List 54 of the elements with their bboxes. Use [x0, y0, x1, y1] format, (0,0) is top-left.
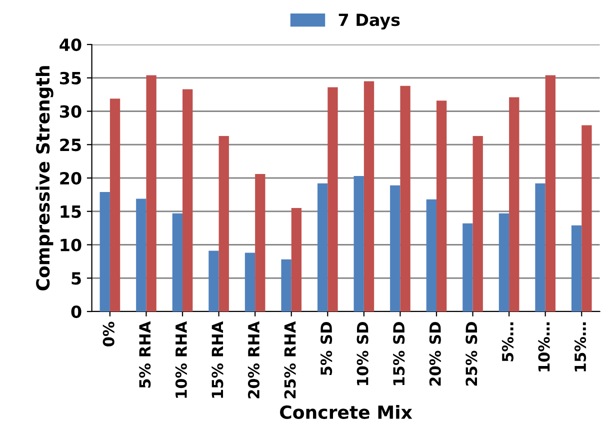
x-tick-label: 5% SD [320, 322, 332, 375]
bar [354, 176, 364, 312]
bar [509, 97, 520, 312]
bar [100, 192, 110, 312]
bar [244, 252, 256, 312]
bar [218, 136, 229, 312]
bar [545, 75, 556, 312]
x-axis-title: Concrete Mix [280, 405, 412, 420]
y-tick-label: 5 [72, 272, 81, 285]
y-tick-label: 0 [71, 305, 82, 318]
bar [146, 75, 156, 312]
bar [328, 87, 338, 312]
bar [317, 183, 328, 312]
x-tick-label: 0% [102, 322, 114, 346]
y-tick-label: 35 [60, 72, 81, 84]
bar [436, 100, 447, 312]
bar [426, 199, 436, 312]
bar [462, 223, 473, 312]
x-tick-label: 10%… [538, 322, 550, 372]
x-tick-label: 10% RHA [175, 321, 187, 398]
x-tick-label: 10% SD [356, 322, 368, 386]
bar [364, 81, 374, 312]
y-tick-label: 15 [60, 206, 81, 218]
y-axis-title: Compressive Strength [36, 66, 54, 290]
bar [390, 185, 400, 312]
bar [208, 250, 219, 312]
y-tick-label: 10 [60, 238, 82, 252]
x-tick-label: 20% SD [429, 322, 441, 386]
x-tick-label: 25% RHA [284, 321, 296, 398]
x-tick-label: 5% RHA [139, 321, 151, 388]
y-tick-label: 40 [60, 38, 82, 52]
bar [291, 208, 302, 312]
bar [535, 183, 546, 312]
bar [571, 225, 582, 312]
y-tick-label: 30 [60, 105, 82, 118]
bar [136, 198, 146, 312]
y-tick-label: 20 [60, 172, 82, 185]
x-tick-label: 5%… [502, 322, 514, 362]
bar [472, 136, 483, 312]
x-tick-label: 25% SD [466, 322, 478, 386]
bar [172, 213, 183, 312]
bar [582, 125, 592, 312]
legend-label: 7 Days [338, 14, 400, 30]
x-tick-label: 15%… [574, 322, 586, 372]
bar [281, 259, 292, 312]
x-tick-label: 15% SD [393, 322, 405, 386]
bar [110, 98, 120, 312]
bar [182, 89, 193, 312]
x-tick-label: 15% RHA [212, 321, 224, 398]
bar [498, 213, 510, 312]
y-tick-label: 25 [60, 138, 81, 152]
x-tick-label: 20% RHA [248, 321, 260, 398]
bar [255, 174, 266, 312]
bar [400, 86, 410, 312]
